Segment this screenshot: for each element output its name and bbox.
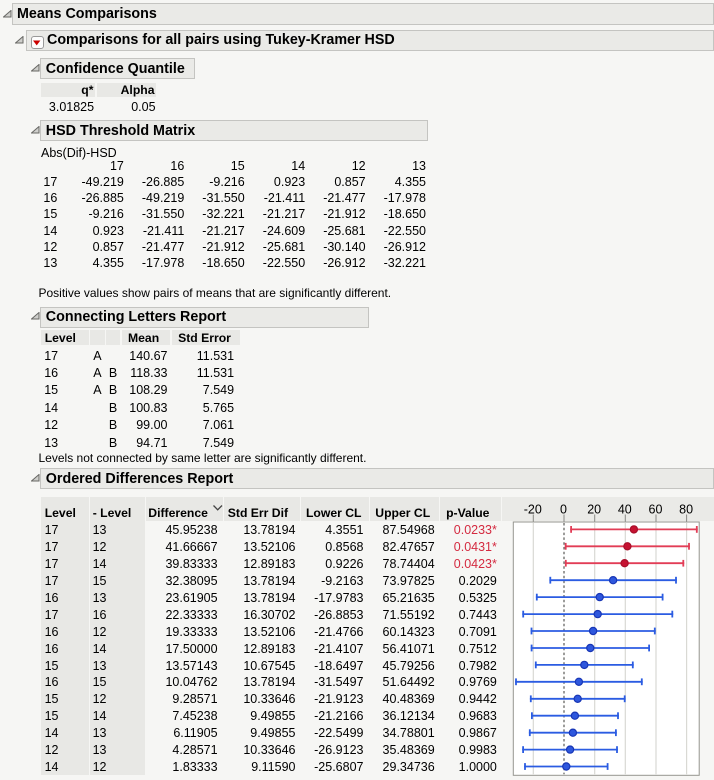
- svg-text:40: 40: [618, 503, 632, 517]
- svg-text:-20: -20: [524, 503, 542, 517]
- svg-text:0: 0: [560, 503, 567, 517]
- svg-text:80: 80: [679, 503, 693, 517]
- svg-text:20: 20: [587, 503, 601, 517]
- svg-text:60: 60: [649, 503, 663, 517]
